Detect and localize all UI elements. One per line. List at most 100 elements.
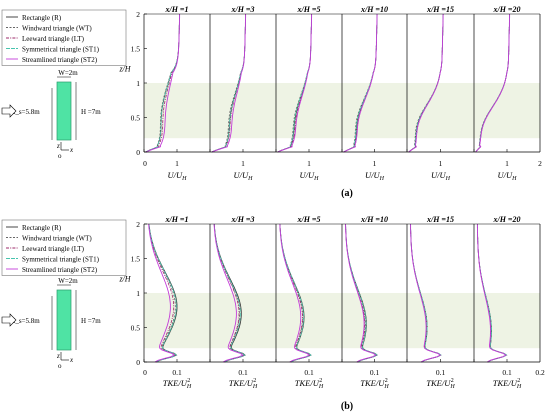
curve-0-1-s2 xyxy=(211,14,246,153)
col-title-0-3: x/H =10 xyxy=(360,5,388,14)
y-tick-label-0-0: 0 xyxy=(136,148,140,157)
col-title-1-5: x/H =20 xyxy=(492,215,520,224)
x-axis-label-1-3: TKE/UH2 xyxy=(360,378,389,390)
curve-1-5-s3 xyxy=(477,224,508,363)
x-axis-label-0-2: U/UH xyxy=(300,170,320,182)
col-title-0-1: x/H =3 xyxy=(230,5,254,14)
col-title-1-0: x/H =1 xyxy=(164,215,188,224)
curve-1-0-s2 xyxy=(148,223,177,363)
y-tick-label-0-2: 1 xyxy=(136,79,140,88)
inset-o-0: o xyxy=(58,152,62,160)
x-axis-label-0-0: U/UH xyxy=(168,170,188,182)
col-title-0-5: x/H =20 xyxy=(492,5,520,14)
curve-0-4-s4 xyxy=(408,13,444,153)
x-tick-label-0-5-1: 1 xyxy=(505,159,509,168)
x-tick-label-0-0-0: 0 xyxy=(143,159,147,168)
hs-label-1: H_s=5.8m xyxy=(10,317,40,325)
x-axis-label-1-0: TKE/UH2 xyxy=(163,378,192,390)
building-sketch-1 xyxy=(56,289,72,351)
curve-0-2-s2 xyxy=(277,14,312,153)
width-label-0: W=2m xyxy=(58,69,78,77)
panel-label-0: (a) xyxy=(341,188,353,199)
legend-entry-1-2: Leeward triangle (LT) xyxy=(22,245,85,253)
x-axis-label-1-5: TKE/UH2 xyxy=(493,378,522,390)
y-tick-label-1-3: 1.5 xyxy=(131,255,141,264)
y-axis-label-1: z/H xyxy=(118,274,131,283)
x-tick-label-1-0-1: 0.1 xyxy=(172,368,182,377)
curve-1-4-s4 xyxy=(410,223,442,363)
x-tick-label-1-3-1: 0.1 xyxy=(370,368,380,377)
curve-1-3-s4 xyxy=(345,223,377,363)
legend-entry-1-3: Symmetrical triangle (ST1) xyxy=(22,255,100,263)
legend-box-1 xyxy=(1,219,127,276)
inset-z-0: z xyxy=(56,142,60,150)
curve-0-3-s4 xyxy=(343,14,378,153)
x-tick-label-0-1-1: 1 xyxy=(241,159,245,168)
col-title-0-0: x/H =1 xyxy=(164,5,188,14)
col-title-1-4: x/H =15 xyxy=(426,215,454,224)
wind-arrow-icon-1 xyxy=(1,313,17,327)
col-title-1-1: x/H =3 xyxy=(230,215,254,224)
curve-0-0-s4 xyxy=(145,14,181,153)
inset-o-1: o xyxy=(58,362,62,370)
col-title-0-4: x/H =15 xyxy=(426,5,454,14)
y-tick-label-1-0: 0 xyxy=(136,358,140,367)
building-sketch-0 xyxy=(56,81,72,141)
curve-0-2-s4 xyxy=(277,14,313,153)
x-axis-label-1-1: TKE/UH2 xyxy=(229,378,258,390)
curve-1-0-s3 xyxy=(148,223,178,363)
x-axis-label-0-1: U/UH xyxy=(234,170,254,182)
hs-label-0: H_s=5.8m xyxy=(10,108,40,116)
x-tick-label-1-5-2: 0.2 xyxy=(535,368,545,377)
x-tick-label-0-0-1: 1 xyxy=(175,159,179,168)
x-tick-label-0-4-1: 1 xyxy=(439,159,443,168)
x-tick-label-1-0-0: 0 xyxy=(143,368,147,377)
x-axis-label-0-5: U/UH xyxy=(498,170,518,182)
legend-entry-1-4: Streamlined triangle (ST2) xyxy=(22,266,98,274)
panel-label-1: (b) xyxy=(341,401,353,412)
curve-1-1-s3 xyxy=(213,223,246,363)
legend-entry-0-0: Rectangle (R) xyxy=(22,14,62,22)
y-axis-label-0: z/H xyxy=(118,64,131,73)
col-title-0-2: x/H =5 xyxy=(296,5,320,14)
legend-entry-0-1: Windward triangle (WT) xyxy=(22,24,92,32)
x-tick-label-1-5-1: 0.1 xyxy=(502,368,512,377)
legend-entry-0-2: Leeward triangle (LT) xyxy=(22,35,85,43)
curve-1-5-s4 xyxy=(476,224,507,363)
y-tick-label-0-3: 1.5 xyxy=(131,45,141,54)
x-tick-label-0-3-1: 1 xyxy=(373,159,377,168)
x-tick-label-1-1-1: 0.1 xyxy=(238,368,248,377)
x-tick-label-1-2-1: 0.1 xyxy=(304,368,314,377)
height-label-0: H =7m xyxy=(81,108,101,116)
legend-entry-1-1: Windward triangle (WT) xyxy=(22,234,92,242)
col-title-1-3: x/H =10 xyxy=(360,215,388,224)
x-axis-label-1-2: TKE/UH2 xyxy=(295,378,324,390)
inset-x-1: x xyxy=(69,356,74,364)
legend-entry-0-3: Symmetrical triangle (ST1) xyxy=(22,45,100,53)
curve-1-0-s4 xyxy=(148,223,175,363)
legend-entry-1-0: Rectangle (R) xyxy=(22,224,62,232)
x-tick-label-0-5-2: 2 xyxy=(538,159,542,168)
col-title-1-2: x/H =5 xyxy=(296,215,320,224)
y-tick-label-0-4: 2 xyxy=(136,10,140,19)
curve-1-2-s4 xyxy=(279,224,311,363)
y-tick-label-1-1: 0.5 xyxy=(131,324,141,333)
curve-0-1-s4 xyxy=(211,14,247,153)
height-label-1: H =7m xyxy=(81,317,101,325)
y-tick-label-1-2: 1 xyxy=(136,289,140,298)
curve-1-3-s2 xyxy=(345,223,377,363)
wind-arrow-icon-0 xyxy=(1,104,17,118)
curve-1-2-s1 xyxy=(279,223,312,363)
inset-x-0: x xyxy=(69,146,74,154)
y-tick-label-0-1: 0.5 xyxy=(131,114,141,123)
legend-entry-0-4: Streamlined triangle (ST2) xyxy=(22,56,98,64)
width-label-1: W=2m xyxy=(58,277,78,285)
x-axis-label-0-3: U/UH xyxy=(365,170,385,182)
x-tick-label-1-4-1: 0.1 xyxy=(436,368,446,377)
x-tick-label-0-2-1: 1 xyxy=(307,159,311,168)
x-axis-label-0-4: U/UH xyxy=(431,170,451,182)
curve-1-1-s4 xyxy=(213,223,244,363)
curve-0-5-s4 xyxy=(475,14,511,153)
x-axis-label-1-4: TKE/UH2 xyxy=(426,378,455,390)
